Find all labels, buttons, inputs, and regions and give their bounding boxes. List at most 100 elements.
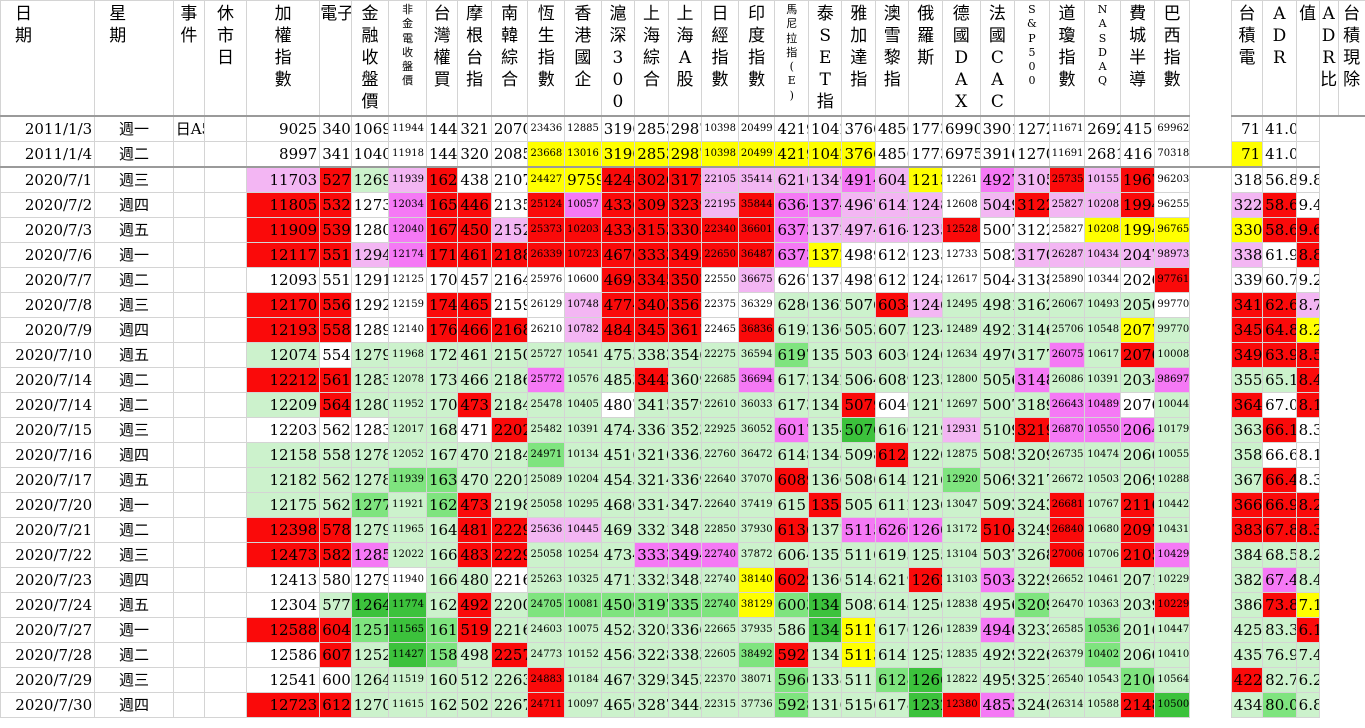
table-cell[interactable]: 2267 bbox=[490, 692, 529, 719]
table-cell[interactable]: 2020/7/17 bbox=[0, 467, 96, 494]
table-cell[interactable]: 23668 bbox=[527, 141, 566, 168]
table-cell[interactable]: 10489 bbox=[1084, 392, 1121, 419]
table-cell[interactable]: 12920 bbox=[941, 467, 981, 494]
table-cell[interactable]: 3295 bbox=[634, 667, 669, 694]
table-cell[interactable]: 25124 bbox=[527, 192, 566, 219]
table-cell[interactable]: 2011/1/4 bbox=[0, 141, 96, 168]
table-cell[interactable]: 4967 bbox=[841, 192, 876, 219]
table-cell[interactable]: 1773 bbox=[908, 141, 943, 168]
table-cell[interactable]: 12209 bbox=[245, 392, 321, 419]
table-cell[interactable] bbox=[172, 567, 206, 594]
table-cell[interactable]: 1252 bbox=[350, 642, 390, 669]
table-cell[interactable]: 1273 bbox=[350, 192, 390, 219]
table-cell[interactable]: 24711 bbox=[527, 692, 566, 719]
table-cell[interactable] bbox=[172, 442, 206, 469]
table-cell[interactable] bbox=[172, 192, 206, 219]
table-cell[interactable]: 3369 bbox=[667, 467, 703, 494]
table-cell[interactable]: 11565 bbox=[388, 617, 427, 644]
table-cell[interactable]: 週一 bbox=[94, 115, 174, 143]
table-cell[interactable]: 2020/7/22 bbox=[0, 542, 96, 569]
table-cell[interactable]: 1279 bbox=[350, 567, 390, 594]
table-cell[interactable]: 10723 bbox=[564, 242, 602, 269]
table-cell[interactable]: 6.2% bbox=[1295, 667, 1320, 694]
table-cell[interactable] bbox=[204, 617, 247, 644]
table-cell[interactable]: 24427 bbox=[527, 166, 566, 194]
table-cell[interactable]: 2184 bbox=[490, 442, 529, 469]
table-cell[interactable]: 9.2% bbox=[1295, 267, 1320, 294]
table-cell[interactable]: 457 bbox=[457, 267, 492, 294]
table-cell[interactable]: 167 bbox=[425, 442, 459, 469]
table-cell[interactable]: 1269 bbox=[350, 166, 390, 194]
table-cell[interactable]: 26379 bbox=[1048, 642, 1086, 669]
table-cell[interactable]: 2060 bbox=[1119, 642, 1156, 669]
table-cell[interactable]: 1258 bbox=[908, 642, 943, 669]
table-cell[interactable]: 3148 bbox=[1014, 367, 1050, 394]
table-cell[interactable]: 27006 bbox=[1048, 542, 1086, 569]
table-cell[interactable]: 2020/7/16 bbox=[0, 442, 96, 469]
table-cell[interactable]: 12528 bbox=[941, 217, 981, 244]
table-cell[interactable]: 4929 bbox=[979, 642, 1016, 669]
table-cell[interactable]: 4219 bbox=[774, 115, 809, 143]
table-cell[interactable]: 466 bbox=[457, 367, 492, 394]
table-cell[interactable]: 1994 bbox=[1119, 192, 1156, 219]
table-cell[interactable]: 37935 bbox=[737, 617, 776, 644]
table-cell[interactable]: 6193 bbox=[874, 542, 910, 569]
table-cell[interactable]: 527 bbox=[319, 166, 352, 194]
table-cell[interactable]: 1349 bbox=[807, 166, 843, 194]
table-cell[interactable]: 23436 bbox=[527, 115, 566, 143]
table-cell[interactable] bbox=[172, 467, 206, 494]
table-cell[interactable]: 12586 bbox=[245, 642, 321, 669]
table-cell[interactable]: 6.8% bbox=[1295, 692, 1320, 719]
table-cell[interactable]: 532 bbox=[319, 192, 352, 219]
table-cell[interactable]: 12212 bbox=[245, 367, 321, 394]
table-cell[interactable]: 582 bbox=[319, 542, 352, 569]
table-cell[interactable]: 12931 bbox=[941, 417, 981, 444]
table-cell[interactable]: 10391 bbox=[1084, 367, 1121, 394]
table-cell[interactable]: 11774 bbox=[388, 592, 427, 619]
table-cell[interactable]: 3760 bbox=[841, 141, 876, 168]
table-cell[interactable]: 2047 bbox=[1119, 242, 1156, 269]
table-cell[interactable]: 2077 bbox=[1119, 317, 1156, 344]
table-cell[interactable]: 364 bbox=[1230, 392, 1264, 419]
table-cell[interactable]: 25727 bbox=[527, 342, 566, 369]
table-cell[interactable]: 3217 bbox=[1014, 467, 1050, 494]
table-cell[interactable]: 1360 bbox=[807, 567, 843, 594]
table-cell[interactable] bbox=[172, 367, 206, 394]
table-cell[interactable]: 4841 bbox=[600, 317, 636, 344]
table-cell[interactable]: 64.8 bbox=[1262, 317, 1297, 344]
table-cell[interactable]: 512 bbox=[457, 667, 492, 694]
table-cell[interactable]: 435 bbox=[1230, 642, 1264, 669]
table-cell[interactable]: 22740 bbox=[701, 592, 739, 619]
table-cell[interactable]: 1366 bbox=[807, 317, 843, 344]
table-cell[interactable] bbox=[204, 292, 247, 319]
table-cell[interactable]: 22605 bbox=[701, 642, 739, 669]
table-cell[interactable]: 36601 bbox=[737, 217, 776, 244]
table-cell[interactable]: 1316 bbox=[807, 692, 843, 719]
table-cell[interactable]: 4528 bbox=[600, 617, 636, 644]
table-cell[interactable]: 週三 bbox=[94, 166, 174, 194]
table-cell[interactable]: 384 bbox=[1230, 542, 1264, 569]
table-cell[interactable] bbox=[204, 442, 247, 469]
table-cell[interactable]: 604 bbox=[319, 617, 352, 644]
table-cell[interactable]: 25058 bbox=[527, 492, 566, 519]
table-cell[interactable]: 10503 bbox=[1084, 467, 1121, 494]
table-cell[interactable] bbox=[204, 242, 247, 269]
table-cell[interactable]: 12117 bbox=[245, 242, 321, 269]
table-cell[interactable]: 100440 bbox=[1154, 392, 1190, 419]
table-cell[interactable]: 2681 bbox=[1084, 141, 1121, 168]
table-cell[interactable]: 4679 bbox=[600, 667, 636, 694]
table-cell[interactable]: 12040 bbox=[388, 217, 427, 244]
table-cell[interactable] bbox=[204, 217, 247, 244]
table-cell[interactable]: 10075 bbox=[564, 617, 602, 644]
table-cell[interactable]: 4734 bbox=[600, 542, 636, 569]
table-cell[interactable]: 1967 bbox=[1119, 166, 1156, 194]
table-cell[interactable]: 96203 bbox=[1154, 166, 1190, 194]
table-cell[interactable]: 10325 bbox=[564, 567, 602, 594]
table-cell[interactable]: 5109 bbox=[979, 417, 1016, 444]
